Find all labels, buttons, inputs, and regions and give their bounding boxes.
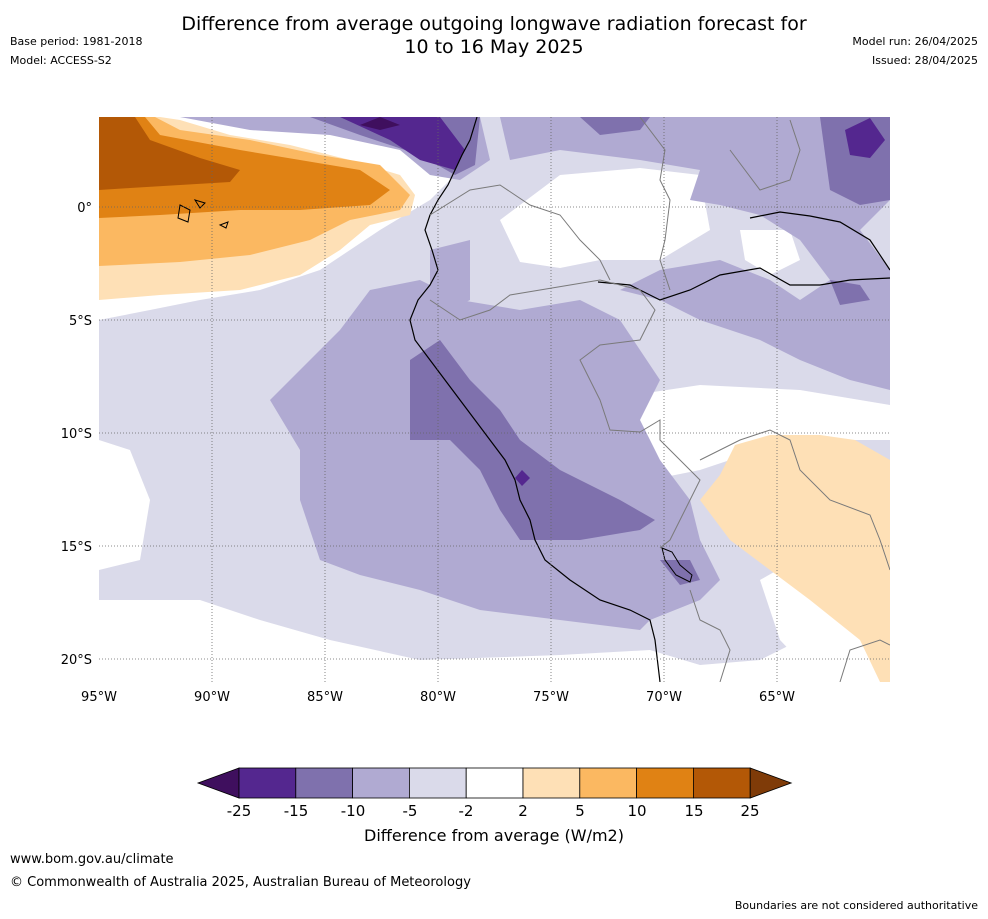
band-deep-purple-peru (515, 470, 530, 486)
lat-label: 10°S (61, 427, 92, 442)
footer-note: Boundaries are not considered authoritat… (734, 899, 978, 912)
colorbar-tick: 15 (684, 802, 703, 820)
colorbar-title: Difference from average (W/m2) (364, 826, 624, 845)
colorbar-tick: -5 (403, 802, 418, 820)
title-line-1: Difference from average outgoing longwav… (181, 13, 807, 35)
band-deep-purple-northeast (845, 118, 885, 158)
coastlines (177, 117, 890, 682)
colorbar-tick-labels: -25 -15 -10 -5 -2 2 5 10 15 25 (227, 802, 760, 820)
border-colombia-venezuela (639, 117, 671, 291)
colorbar-tick: 2 (518, 802, 528, 820)
white-region-west (99, 440, 150, 570)
colorbar-extension-high (749, 767, 793, 799)
galapagos-islands (177, 199, 229, 229)
footer-url[interactable]: www.bom.gov.au/climate (10, 852, 174, 867)
model-run-label: Model run: 26/04/2025 (852, 35, 978, 48)
colorbar-segment (295, 767, 353, 799)
white-region-brazil (600, 385, 890, 480)
border-paraguay (839, 639, 890, 682)
colorbar-segment (408, 767, 467, 799)
border-ecuador-colombia (429, 184, 611, 281)
lon-label: 65°W (759, 690, 795, 705)
pacific-coastline (409, 117, 661, 682)
border-chile-bolivia (689, 589, 731, 682)
colorbar-tick: -25 (227, 802, 252, 820)
lon-labels: 95°W 90°W 85°W 80°W 75°W 70°W 65°W (81, 690, 795, 705)
lat-label: 20°S (61, 653, 92, 668)
lat-label: 5°S (69, 314, 92, 329)
band-deep-purple-panama (340, 117, 465, 170)
band-dark-purple-north (580, 117, 650, 135)
colorbar-segment (238, 767, 297, 799)
colorbar-extension-low (196, 767, 240, 799)
band-medium-purple-north-amazon (500, 117, 890, 390)
chart-title: Difference from average outgoing longwav… (0, 13, 988, 59)
band-dark-purple-east (830, 280, 870, 305)
meta-right: Model run: 26/04/2025 Issued: 28/04/2025 (852, 32, 978, 70)
lake-titicaca (661, 547, 693, 583)
lat-label: 15°S (61, 540, 92, 555)
lat-labels: 0° 5°S 10°S 15°S 20°S (61, 201, 92, 668)
base-period-label: Base period: 1981-2018 (10, 35, 143, 48)
colorbar (196, 767, 793, 799)
colorbar-segment (465, 767, 524, 799)
border-bolivia-brazil (699, 429, 890, 571)
white-region-colombia (500, 168, 710, 268)
amazon-river (597, 267, 890, 301)
lat-label: 0° (77, 201, 92, 216)
band-light-orange-bolivia (700, 435, 890, 682)
issued-label: Issued: 28/04/2025 (871, 54, 978, 67)
colorbar-tick: 5 (575, 802, 585, 820)
meta-left: Base period: 1981-2018 Model: ACCESS-S2 (10, 32, 142, 70)
lon-label: 75°W (533, 690, 569, 705)
lon-label: 90°W (194, 690, 230, 705)
band-dark-purple-peru-coast (410, 340, 655, 540)
colorbar-tick: 10 (627, 802, 646, 820)
colorbar-segment (579, 767, 637, 799)
colorbar-tick: -2 (459, 802, 474, 820)
lon-label: 70°W (646, 690, 682, 705)
negro-river (749, 211, 890, 271)
white-region-south (99, 600, 890, 682)
white-region-amazon (740, 230, 800, 275)
model-label: Model: ACCESS-S2 (10, 54, 112, 67)
band-brown-pacific (99, 117, 240, 190)
colorbar-tick: 25 (740, 802, 759, 820)
lon-label: 80°W (420, 690, 456, 705)
colorbar-tick: -15 (284, 802, 309, 820)
band-medium-purple-ecuador (430, 240, 470, 310)
footer-copyright: © Commonwealth of Australia 2025, Austra… (10, 875, 471, 890)
lon-label: 95°W (81, 690, 117, 705)
colorbar-segment (352, 767, 410, 799)
border-peru-brazil-bolivia (429, 279, 701, 549)
border-venezuela-brazil (729, 119, 801, 191)
band-dark-orange-pacific (99, 117, 390, 218)
colorbar-tick: -10 (341, 802, 366, 820)
colorbar-segment (636, 767, 694, 799)
colorbar-segment (693, 767, 751, 799)
title-line-2: 10 to 16 May 2025 (404, 36, 584, 58)
country-borders (429, 117, 890, 682)
band-extreme-purple (360, 117, 400, 130)
lon-label: 85°W (307, 690, 343, 705)
colorbar-segment (522, 767, 581, 799)
graticule (99, 117, 890, 682)
anomaly-field (99, 117, 890, 682)
